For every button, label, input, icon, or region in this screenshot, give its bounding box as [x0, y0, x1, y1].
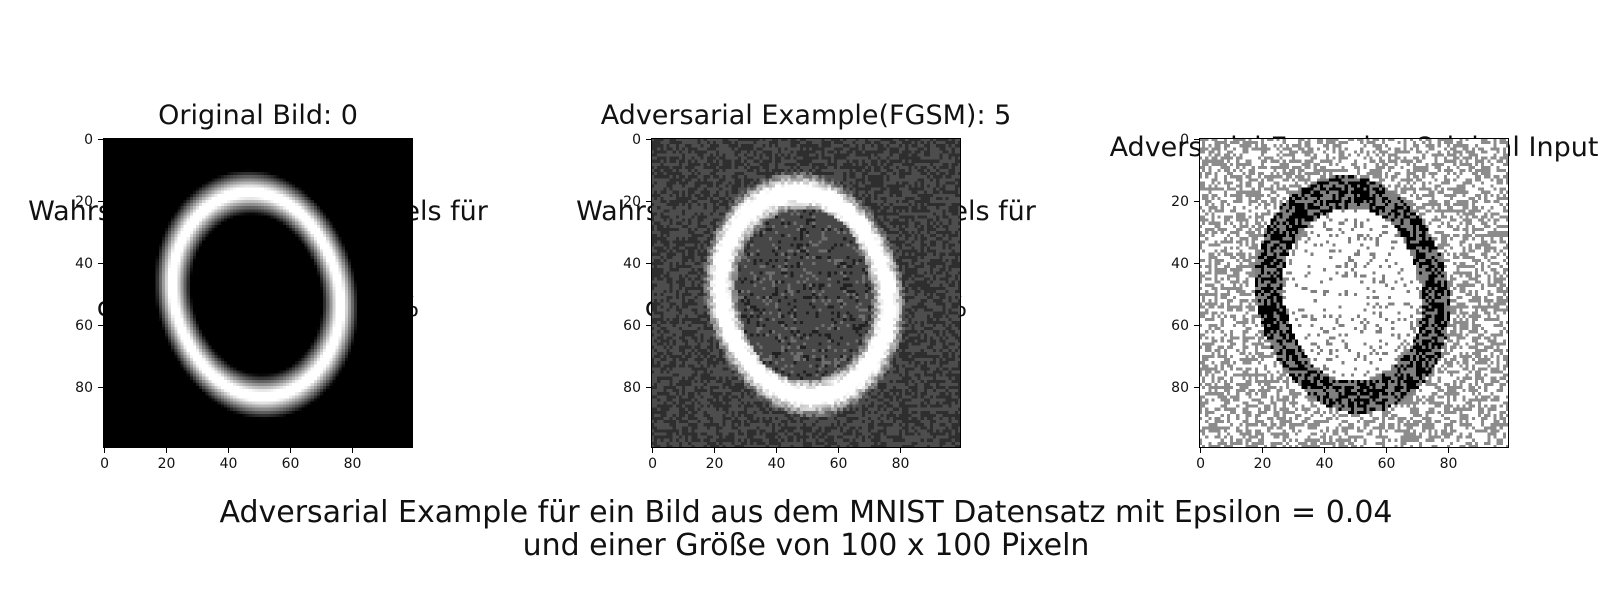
panel-3-frame — [1199, 138, 1509, 448]
panel-3-xtick-label: 40 — [1315, 456, 1334, 472]
panel-1-ytick-mark — [98, 139, 103, 141]
panel-2-ytick-mark — [646, 325, 651, 327]
panel-2-xtick-mark — [776, 448, 778, 453]
panel-1-ytick-mark — [98, 325, 103, 327]
panel-3-xtick-mark — [1448, 448, 1450, 453]
panel-2-ytick-label: 20 — [623, 193, 641, 210]
figure-suptitle-line-1: Adversarial Example für ein Bild aus dem… — [219, 495, 1393, 530]
panel-3-ytick-mark — [1194, 201, 1199, 203]
figure-suptitle-line-2: und einer Größe von 100 x 100 Pixeln — [522, 528, 1090, 563]
panel-1-ytick-mark — [98, 387, 103, 389]
panel-3-xtick-mark — [1200, 448, 1202, 453]
panel-2-frame — [651, 138, 961, 448]
panel-1-xtick-mark — [104, 448, 106, 453]
panel-3-xtick-mark — [1324, 448, 1326, 453]
panel-2-xtick-label: 20 — [705, 456, 724, 472]
panel-2-xtick-mark — [652, 448, 654, 453]
panel-3-ytick-label: 40 — [1171, 255, 1189, 272]
panel-1-ytick-label: 20 — [75, 193, 93, 210]
panel-1-xtick-label: 0 — [100, 456, 110, 472]
panel-1-ytick-mark — [98, 263, 103, 265]
panel-2-title-line-1: Adversarial Example(FGSM): 5 — [600, 100, 1012, 131]
panel-3-ytick-mark — [1194, 325, 1199, 327]
panel-3-ytick-label: 20 — [1171, 193, 1189, 210]
panel-1-ytick-label: 40 — [75, 255, 93, 272]
panel-2-xtick-mark — [838, 448, 840, 453]
panel-2-xtick-label: 40 — [767, 456, 786, 472]
panel-2-xtick-mark — [900, 448, 902, 453]
panel-1-title-line-1: Original Bild: 0 — [158, 100, 358, 131]
figure-suptitle: Adversarial Example für ein Bild aus dem… — [0, 496, 1612, 562]
panel-3-xtick-label: 20 — [1253, 456, 1272, 472]
panel-2-ytick-label: 40 — [623, 255, 641, 272]
panel-3-ytick-label: 60 — [1171, 317, 1189, 334]
panel-2-ytick-mark — [646, 139, 651, 141]
panel-1-ytick-mark — [98, 201, 103, 203]
panel-1-ytick-label: 80 — [75, 379, 93, 396]
panel-2-xtick-label: 0 — [648, 456, 658, 472]
panel-1-xtick-mark — [228, 448, 230, 453]
panel-3-xtick-label: 80 — [1439, 456, 1458, 472]
panel-1-xtick-mark — [166, 448, 168, 453]
panel-3-image-plot: 0 20 40 60 80 0 20 40 60 80 — [1171, 132, 1509, 472]
panel-1-xtick-label: 40 — [219, 456, 238, 472]
panel-1-ytick-label: 0 — [84, 131, 93, 148]
panel-3-ytick-label: 80 — [1171, 379, 1189, 396]
panel-2-ytick-mark — [646, 387, 651, 389]
panel-3-ytick-label: 0 — [1180, 131, 1189, 148]
panel-1-xtick-label: 20 — [157, 456, 176, 472]
panel-3-xtick-label: 0 — [1196, 456, 1206, 472]
panel-2-xtick-mark — [714, 448, 716, 453]
panel-2-ytick-label: 0 — [632, 131, 641, 148]
panel-1-xtick-label: 80 — [343, 456, 362, 472]
panel-1-xtick-mark — [290, 448, 292, 453]
panel-3-ytick-mark — [1194, 139, 1199, 141]
panel-3-xtick-mark — [1262, 448, 1264, 453]
panel-1-image — [103, 138, 413, 448]
panel-1-xtick-label: 60 — [281, 456, 300, 472]
panel-2-image — [651, 138, 961, 448]
panel-1-xtick-mark — [352, 448, 354, 453]
panel-2-ytick-mark — [646, 263, 651, 265]
panel-3-image — [1199, 138, 1509, 448]
panel-2-xtick-label: 60 — [829, 456, 848, 472]
panel-2-ytick-label: 60 — [623, 317, 641, 334]
panel-3-ytick-mark — [1194, 263, 1199, 265]
panel-2-image-plot: 0 20 40 60 80 0 20 40 60 80 — [623, 132, 961, 472]
panel-1-image-plot: 0 20 40 60 80 0 20 40 60 80 — [75, 132, 413, 472]
panel-1-ytick-label: 60 — [75, 317, 93, 334]
panel-3-xtick-mark — [1386, 448, 1388, 453]
panel-2-ytick-mark — [646, 201, 651, 203]
panel-2-ytick-label: 80 — [623, 379, 641, 396]
panel-1-frame — [103, 138, 413, 448]
panel-2-xtick-label: 80 — [891, 456, 910, 472]
panel-3-ytick-mark — [1194, 387, 1199, 389]
panel-3-xtick-label: 60 — [1377, 456, 1396, 472]
